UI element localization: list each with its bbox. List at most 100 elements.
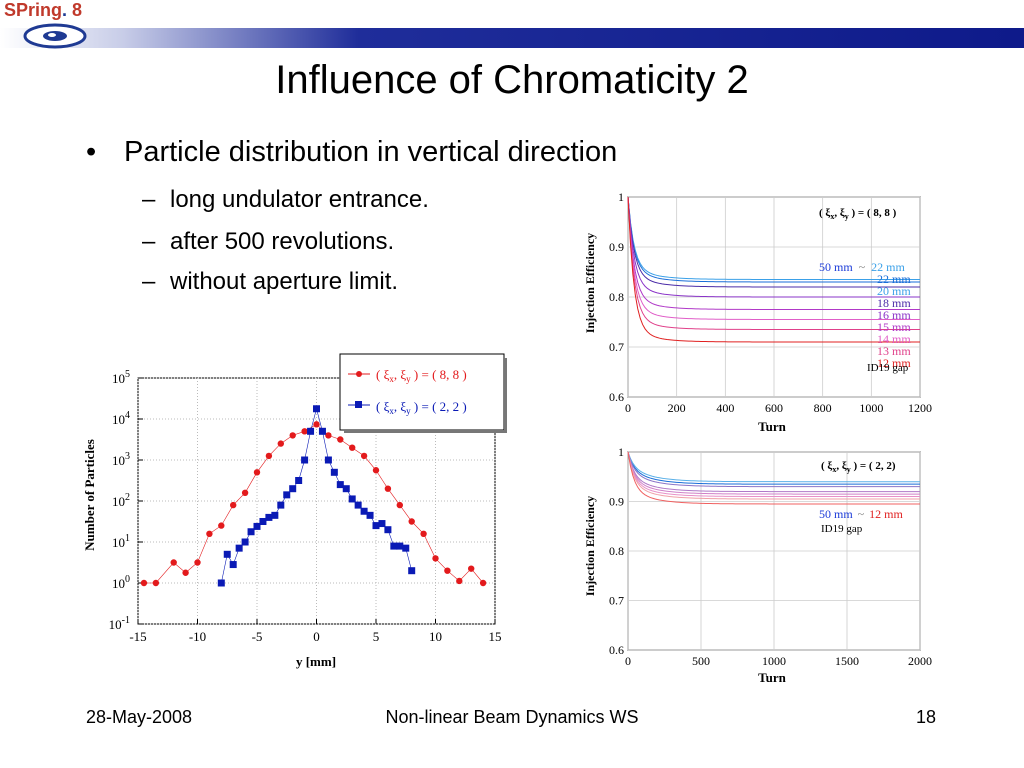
x-tick-label: 0 [625,654,631,668]
y-tick-label: 103 [112,451,130,468]
data-point [390,542,398,550]
efficiency-curve [627,451,921,485]
efficiency-curve [627,196,920,330]
dash-icon: – [142,228,156,255]
page-title: Influence of Chromaticity 2 [275,58,749,102]
footer-page-number: 18 [916,707,937,727]
data-point [265,452,273,460]
data-point [241,538,249,546]
efficiency-curve [627,451,921,505]
efficiency-curve [627,196,921,280]
chromaticity-annotation: ( ξx, ξy ) = ( 2, 2) [821,460,896,474]
y-tick-label: 0.9 [609,240,624,254]
sub-bullet: – without aperture limit. [142,268,398,296]
data-point [152,579,160,587]
gap-label: ID19 gap [821,523,863,535]
y-tick-label: 101 [112,533,130,550]
x-tick-label: 400 [716,401,734,415]
efficiency-chart-2-2: 0 500 1000 1500 2000 1 0.9 0.8 0.7 0.6 Injection … [583,445,932,685]
sub-bullet: – after 500 revolutions. [142,228,394,256]
data-point [170,559,177,566]
x-tick-label: 15 [489,629,502,644]
chromaticity-annotation: ( ξx, ξy ) = ( 8, 8 ) [819,207,897,221]
x-tick-label: 1200 [908,401,932,415]
data-point [301,428,308,435]
data-point [396,501,403,509]
data-point [384,526,392,534]
data-point [432,555,439,562]
y-tick-label: 0.6 [609,643,624,657]
data-point [336,481,344,489]
data-point [217,579,225,587]
data-point [307,427,315,435]
y-tick-label: 0.8 [609,290,624,304]
sub-bullet-text: after 500 revolutions. [170,228,395,255]
efficiency-curve [627,196,921,283]
x-tick-label: 1000 [859,401,883,415]
data-point [324,456,332,464]
y-tick-label: 0.8 [609,544,624,558]
data-point [283,491,291,499]
data-point [301,456,309,464]
distribution-chart: -15 -10 -5 0 5 10 15 105 104 103 102 101 100 10-1 Num… [82,353,507,669]
series-label: 22 mm [877,272,911,286]
series-line [143,423,484,584]
gap-label: ID19 gap [867,362,909,374]
efficiency-curve [627,196,920,343]
x-tick-label: 200 [668,401,686,415]
x-tick-label: 5 [373,629,380,644]
bullet-main-text: Particle distribution in vertical direct… [124,136,618,168]
data-point [318,427,326,435]
data-point [378,520,386,528]
y-tick-label: 0.7 [609,340,624,354]
footer-date: 28-May-2008 [86,707,193,727]
efficiency-curve [627,196,920,320]
data-point [354,501,362,509]
efficiency-chart-8-8: 0 200 400 600 800 1000 1200 1 0.9 0.8 0.7 0.6 Injec… [583,190,932,434]
data-point [230,501,237,509]
logo-ring-icon [23,23,87,49]
x-tick-label: 0 [313,629,320,644]
y-tick-label: 1 [618,445,624,459]
data-point [330,468,338,476]
y-tick-label: 100 [112,574,130,591]
efficiency-curve [627,451,921,493]
data-point [420,530,427,537]
efficiency-curve [627,451,921,498]
data-point [218,522,225,529]
y-tick-label: 1 [618,190,624,204]
series-label: 15 mm [877,320,911,334]
data-point [223,550,231,558]
data-point [468,565,475,572]
data-point [277,440,284,447]
x-tick-label: 10 [429,629,442,644]
header-band [0,23,1024,49]
data-point [194,559,201,566]
data-point [206,530,213,537]
data-point [396,542,404,550]
legend-marker-circle [356,371,362,377]
x-tick-label: 0 [625,401,631,415]
gap-range-label: 50 mm ~12 mm [819,507,904,521]
x-tick-label: -10 [189,629,206,644]
data-point [402,544,410,552]
data-point [360,452,368,460]
data-point [247,528,255,536]
data-point [372,522,380,530]
x-axis-label: Turn [758,670,786,685]
x-tick-label: -15 [129,629,146,644]
dash-icon: – [142,268,156,295]
y-tick-label: 104 [112,410,130,427]
series-label: 18 mm [877,296,911,310]
data-point [271,511,279,519]
efficiency-curve [627,451,921,488]
data-point [372,467,380,474]
data-point [366,511,374,519]
data-point [253,522,261,530]
x-axis-label: Turn [758,419,786,434]
series-label: 14 mm [877,332,911,346]
data-point [456,577,463,585]
data-point [408,567,416,575]
efficiency-curve [627,451,921,483]
data-point [313,405,320,413]
